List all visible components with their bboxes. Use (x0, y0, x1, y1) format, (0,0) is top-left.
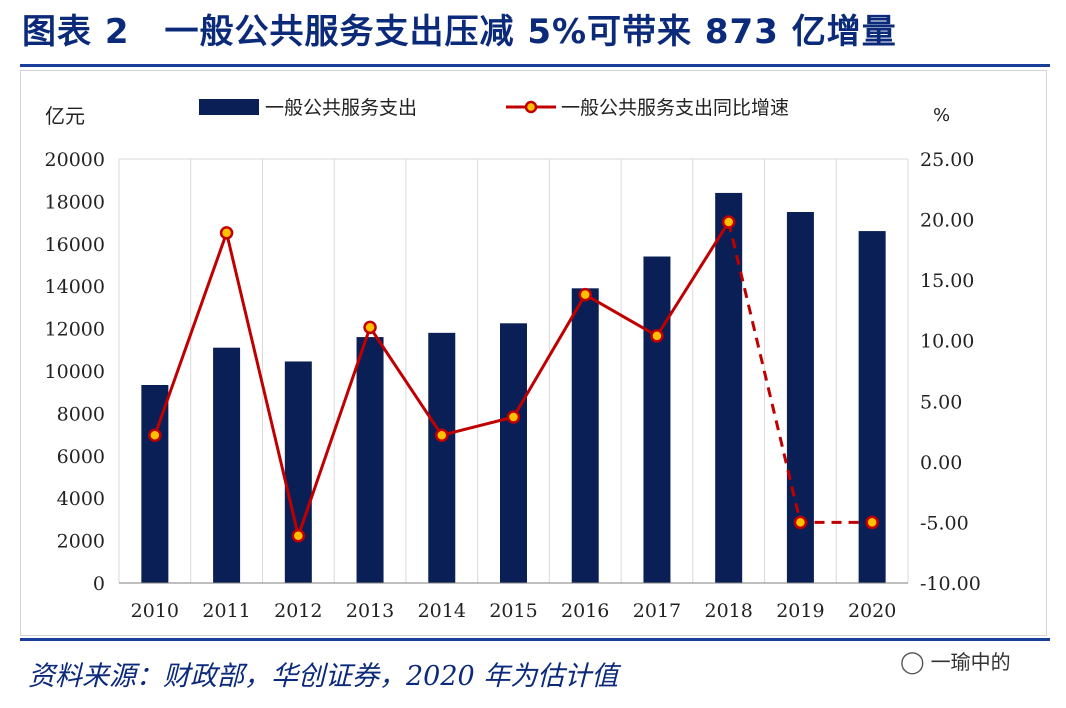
y-left-tick-label: 8000 (57, 403, 105, 425)
y-right-tick-label: 10.00 (920, 331, 974, 353)
y-right-axis-label: % (933, 105, 950, 126)
y-right-tick-label: 0.00 (920, 452, 962, 474)
y-left-tick-label: 2000 (57, 531, 105, 553)
growth-point (578, 287, 592, 302)
y-left-tick-label: 0 (93, 573, 105, 595)
y-left-tick-label: 6000 (57, 446, 105, 468)
x-tick-label: 2011 (202, 600, 250, 622)
chart-panel: 2010 2011 2012 2013 2014 2015 2016 2017 2018 2019… (20, 70, 1047, 636)
growth-point (291, 529, 306, 543)
y-right-tick-label: -5.00 (920, 512, 969, 534)
source-note: 资料来源：财政部，华创证券，2020 年为估计值 (28, 661, 619, 692)
line-series (148, 215, 879, 543)
growth-point (793, 515, 808, 530)
y-left-tick-label: 16000 (45, 234, 105, 256)
growth-point (435, 428, 449, 442)
tick-labels: 2010 2011 2012 2013 2014 2015 2016 2017 2018 2019… (45, 149, 981, 622)
y-right-tick-label: 5.00 (920, 391, 962, 413)
footer-divider (20, 638, 1050, 641)
growth-point (721, 215, 736, 229)
growth-point (865, 515, 879, 530)
y-right-tick-label: 15.00 (920, 270, 974, 292)
y-left-tick-label: 18000 (45, 191, 105, 213)
bar (715, 192, 743, 584)
bar (500, 323, 527, 583)
y-left-tick-label: 12000 (45, 319, 105, 341)
growth-point (148, 428, 162, 442)
bar (356, 337, 384, 583)
growth-point (506, 410, 521, 424)
y-left-tick-label: 10000 (45, 361, 105, 383)
x-tick-label: 2010 (131, 600, 179, 622)
x-tick-label: 2015 (489, 600, 537, 622)
legend-bar-label: 一般公共服务支出 (265, 97, 417, 119)
legend-line-label: 一般公共服务支出同比增速 (561, 97, 789, 119)
figure-title: 图表 2 一般公共服务支出压减 5%可带来 873 亿增量 (22, 12, 897, 52)
y-left-tick-label: 20000 (45, 149, 105, 171)
growth-point (363, 320, 377, 335)
bar (141, 384, 169, 583)
bar (213, 347, 241, 583)
bar (858, 231, 886, 583)
x-tick-label: 2016 (561, 600, 609, 622)
bar (284, 361, 312, 583)
x-tick-label: 2020 (848, 600, 896, 622)
x-tick-label: 2014 (418, 600, 466, 622)
combo-chart: 2010 2011 2012 2013 2014 2015 2016 2017 2018 2019… (45, 97, 981, 622)
bar-series (141, 192, 886, 584)
bar (428, 332, 456, 583)
bar (571, 288, 599, 583)
growth-point (650, 329, 664, 343)
legend: 一般公共服务支出 一般公共服务支出同比增速 (199, 97, 789, 119)
legend-bar-swatch (199, 99, 259, 115)
bar (643, 256, 671, 583)
legend-line-marker (524, 100, 538, 114)
growth-point (219, 226, 234, 240)
y-left-tick-label: 14000 (45, 276, 105, 298)
x-tick-label: 2012 (274, 600, 322, 622)
y-right-tick-label: 20.00 (920, 210, 974, 232)
x-tick-label: 2018 (705, 600, 753, 622)
y-right-tick-label: -10.00 (920, 573, 981, 595)
y-right-tick-label: 25.00 (920, 149, 974, 171)
y-left-tick-label: 4000 (57, 488, 105, 510)
x-tick-label: 2019 (776, 600, 824, 622)
wechat-icon: ◯ (900, 650, 925, 675)
y-left-axis-label: 亿元 (45, 104, 85, 128)
title-divider (20, 64, 1050, 67)
x-tick-label: 2013 (346, 600, 394, 622)
watermark-text: 一瑜中的 (930, 650, 1011, 674)
grid-lines (118, 158, 909, 583)
x-tick-label: 2017 (633, 600, 681, 622)
watermark: ◯ 一瑜中的 (900, 646, 1011, 675)
